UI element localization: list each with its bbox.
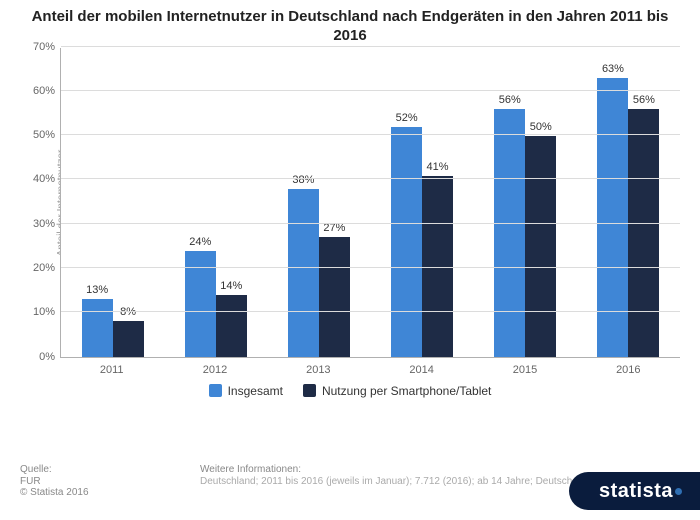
footer: Quelle: FUR © Statista 2016 Weitere Info… xyxy=(0,456,700,520)
legend-item: Nutzung per Smartphone/Tablet xyxy=(303,384,491,398)
bar: 8% xyxy=(113,321,144,356)
bar-value-label: 8% xyxy=(120,306,136,321)
bar: 56% xyxy=(494,109,525,356)
bar-value-label: 27% xyxy=(323,222,345,237)
x-axis-ticks: 201120122013201420152016 xyxy=(0,358,700,376)
bar-group: 52% 41% xyxy=(371,48,474,357)
bar-value-label: 52% xyxy=(396,112,418,127)
brand-label: statista xyxy=(599,480,673,503)
xtick-label: 2011 xyxy=(60,358,163,376)
source-title: Quelle: xyxy=(20,464,200,476)
bar-value-label: 13% xyxy=(86,284,108,299)
xtick-label: 2014 xyxy=(370,358,473,376)
ytick-label: 10% xyxy=(33,306,61,318)
legend: Insgesamt Nutzung per Smartphone/Tablet xyxy=(0,376,700,401)
gridline xyxy=(61,223,680,224)
bar-value-label: 24% xyxy=(189,236,211,251)
ytick-label: 60% xyxy=(33,85,61,97)
bar-group: 38%27% xyxy=(267,48,370,357)
gridline xyxy=(61,134,680,135)
bar-group: 24% 14% xyxy=(164,48,267,357)
bar: 63% xyxy=(597,78,628,356)
brand-dot-icon xyxy=(675,488,682,495)
xtick-label: 2015 xyxy=(473,358,576,376)
ytick-label: 40% xyxy=(33,173,61,185)
gridline xyxy=(61,178,680,179)
source-line-1: © Statista 2016 xyxy=(20,487,200,498)
legend-swatch xyxy=(209,384,222,397)
bar: 56% xyxy=(628,109,659,356)
bar: 38% xyxy=(288,189,319,357)
legend-item: Insgesamt xyxy=(209,384,283,398)
xtick-label: 2012 xyxy=(163,358,266,376)
xtick-label: 2013 xyxy=(267,358,370,376)
bar-group: 13%8% xyxy=(61,48,164,357)
bar-value-label: 38% xyxy=(292,174,314,189)
bar: 13% xyxy=(82,299,113,356)
chart-title: Anteil der mobilen Internetnutzer in Deu… xyxy=(0,0,700,48)
ytick-label: 70% xyxy=(33,41,61,53)
gridline xyxy=(61,267,680,268)
gridline xyxy=(61,90,680,91)
bar-value-label: 56% xyxy=(633,94,655,109)
legend-swatch xyxy=(303,384,316,397)
source-line-0: FUR xyxy=(20,476,200,487)
bar-value-label: 63% xyxy=(602,63,624,78)
ytick-label: 0% xyxy=(39,351,61,363)
bar-group: 56%50% xyxy=(474,48,577,357)
gridline xyxy=(61,46,680,47)
chart-area: Anteil der Internetnutzer 13%8%24%14%38%… xyxy=(0,48,700,358)
bar-group: 63%56% xyxy=(577,48,680,357)
source-block: Quelle: FUR © Statista 2016 xyxy=(20,464,200,498)
gridline xyxy=(61,311,680,312)
legend-label: Insgesamt xyxy=(228,384,283,398)
ytick-label: 50% xyxy=(33,129,61,141)
brand-badge: statista xyxy=(569,472,700,510)
bar: 52% xyxy=(391,127,422,357)
bar: 50% xyxy=(525,136,556,357)
legend-label: Nutzung per Smartphone/Tablet xyxy=(322,384,491,398)
bar-value-label: 14% xyxy=(220,280,242,295)
bar: 14% xyxy=(216,295,247,357)
bar-value-label: 56% xyxy=(499,94,521,109)
plot-region: 13%8%24%14%38%27%52%41%56%50%63%56% 0%10… xyxy=(60,48,680,358)
ytick-label: 20% xyxy=(33,262,61,274)
ytick-label: 30% xyxy=(33,218,61,230)
bar-value-label: 41% xyxy=(427,161,449,176)
bar: 27% xyxy=(319,237,350,356)
xtick-label: 2016 xyxy=(577,358,680,376)
